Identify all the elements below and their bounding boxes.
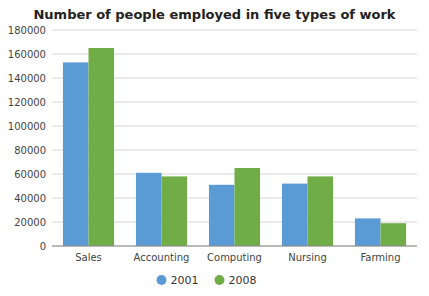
- bars: [63, 48, 406, 246]
- title: Number of people employed in five types …: [33, 7, 395, 22]
- page: {"chart_data": {"type": "bar", "title": …: [0, 0, 429, 296]
- y-tick-label: 120000: [8, 97, 46, 108]
- legend-marker: [157, 275, 167, 285]
- grid-line: [52, 246, 417, 247]
- x-tick-label: Accounting: [134, 252, 190, 263]
- legend-marker: [215, 275, 225, 285]
- x-tick-label: Nursing: [288, 252, 327, 263]
- bar: [308, 176, 334, 246]
- bar: [235, 168, 261, 246]
- grid: [52, 30, 417, 246]
- y-tick-label: 140000: [8, 73, 46, 84]
- bar: [162, 176, 188, 246]
- legend: 2001 2008: [157, 274, 257, 287]
- y-tick-label: 60000: [14, 169, 46, 180]
- bar: [209, 185, 235, 246]
- legend-label: 2008: [229, 274, 257, 287]
- bar: [63, 62, 89, 246]
- x-tick-label: Computing: [207, 252, 262, 263]
- y-tick-label: 160000: [8, 49, 46, 60]
- y-tick-label: 180000: [8, 25, 46, 36]
- bar: [282, 184, 308, 246]
- bar: [136, 173, 162, 246]
- x-tick-label: Sales: [75, 252, 102, 263]
- legend-label: 2001: [171, 274, 199, 287]
- y-tick-label: 40000: [14, 193, 46, 204]
- chart-svg: Number of people employed in five types …: [0, 0, 429, 296]
- y-tick-label: 0: [40, 241, 46, 252]
- bar: [89, 48, 115, 246]
- bar: [381, 223, 407, 246]
- x-axis-line: [52, 246, 417, 247]
- y-tick-label: 20000: [14, 217, 46, 228]
- grid-line: [52, 30, 417, 31]
- chart-container: Number of people employed in five types …: [0, 0, 429, 296]
- bar: [355, 218, 381, 246]
- y-tick-label: 100000: [8, 121, 46, 132]
- x-tick-label: Farming: [360, 252, 400, 263]
- y-tick-label: 80000: [14, 145, 46, 156]
